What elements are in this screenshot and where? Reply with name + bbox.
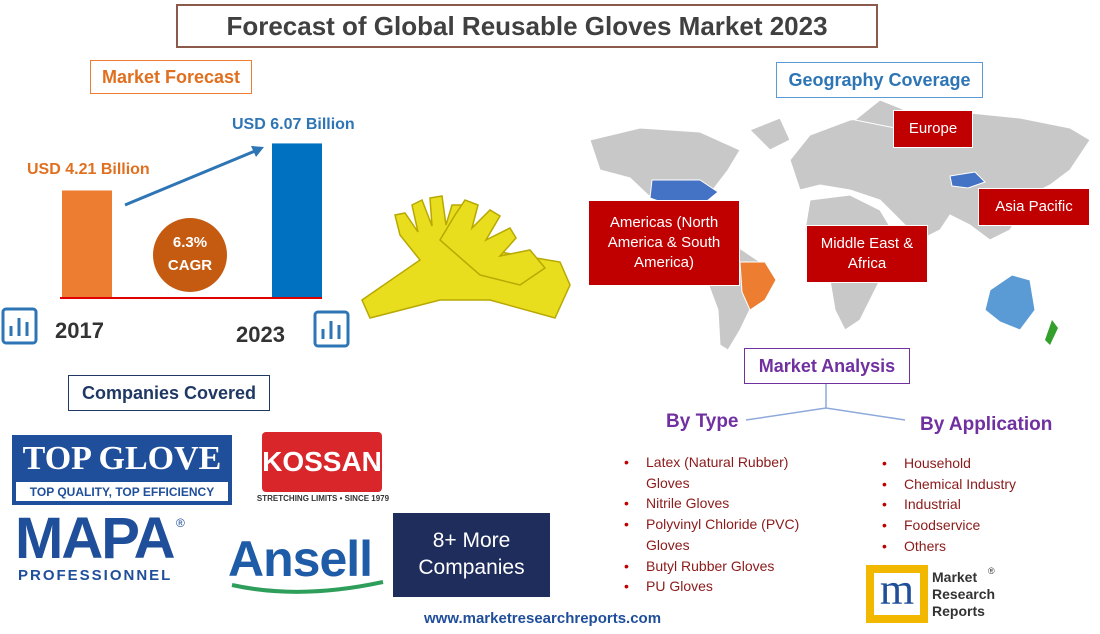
mapa-name: MAPA	[15, 506, 175, 571]
top-glove-band	[16, 482, 228, 501]
cagr-label: CAGR	[167, 257, 213, 274]
list-item: Polyvinyl Chloride (PVC) Gloves	[620, 514, 820, 555]
list-item: Chemical Industry	[878, 474, 1078, 495]
title: Forecast of Global Reusable Gloves Marke…	[176, 4, 878, 48]
companies-heading: Companies Covered	[68, 375, 270, 411]
brazil	[739, 261, 777, 311]
type-list: Latex (Natural Rubber) GlovesNitrile Glo…	[620, 452, 820, 597]
list-item: Others	[878, 536, 1078, 557]
ansell-name: Ansell	[228, 531, 373, 587]
year-label: 2023	[236, 322, 285, 347]
year-label: 2017	[55, 318, 104, 343]
top-glove-tagline: TOP QUALITY, TOP EFFICIENCY	[29, 485, 215, 499]
list-item: Butyl Rubber Gloves	[620, 556, 820, 577]
publisher-line: Market	[932, 569, 978, 585]
analysis-tree	[745, 384, 906, 421]
mapa-mark: ®	[176, 516, 185, 530]
cagr-circle	[153, 218, 227, 292]
forecast-heading: Market Forecast	[90, 60, 252, 94]
analysis-heading: Market Analysis	[744, 348, 910, 384]
region-label: Americas (North America & South America)	[588, 200, 740, 286]
ansell-swoosh	[231, 580, 384, 594]
cagr-value: 6.3%	[172, 234, 208, 251]
publisher-line: Research	[932, 586, 996, 602]
publisher-line: Reports	[932, 603, 985, 619]
list-item: Foodservice	[878, 515, 1078, 536]
list-item: Industrial	[878, 494, 1078, 515]
list-item: Household	[878, 453, 1078, 474]
kossan-logo	[262, 432, 382, 492]
new-zealand	[1045, 320, 1058, 345]
growth-arrow	[124, 149, 256, 207]
region-label: Asia Pacific	[978, 188, 1090, 226]
region-label: Middle East & Africa	[806, 225, 928, 283]
region-label: Europe	[893, 110, 973, 148]
kossan-name: KOSSAN	[262, 446, 382, 477]
bar	[272, 143, 322, 297]
mapa-sub: PROFESSIONNEL	[18, 567, 173, 584]
publisher-mark: ®	[988, 566, 995, 576]
list-item: Nitrile Gloves	[620, 493, 820, 514]
publisher-initial: m	[879, 565, 915, 614]
australia	[984, 274, 1036, 331]
top-glove-name: TOP GLOVE	[22, 440, 222, 477]
more-companies: 8+ More Companies	[418, 529, 525, 579]
geography-heading: Geography Coverage	[776, 62, 983, 98]
url: www.marketresearchreports.com	[424, 610, 662, 627]
mongolia	[949, 171, 986, 189]
type-heading: By Type	[666, 411, 739, 432]
bar	[62, 190, 112, 297]
gloves-image	[361, 195, 571, 319]
publisher-logo-inner	[874, 573, 920, 615]
application-list: HouseholdChemical IndustryIndustrialFood…	[878, 453, 1078, 557]
more-companies-box	[393, 513, 550, 597]
arrow-head	[251, 146, 264, 157]
chart-icon	[1, 307, 350, 348]
list-item: Latex (Natural Rubber) Gloves	[620, 452, 820, 493]
kossan-tagline: STRETCHING LIMITS • SINCE 1979	[256, 494, 390, 503]
application-heading: By Application	[920, 414, 1053, 435]
list-item: PU Gloves	[620, 576, 820, 597]
value-label: USD 4.21 Billion	[27, 161, 150, 178]
value-label: USD 6.07 Billion	[232, 116, 355, 133]
